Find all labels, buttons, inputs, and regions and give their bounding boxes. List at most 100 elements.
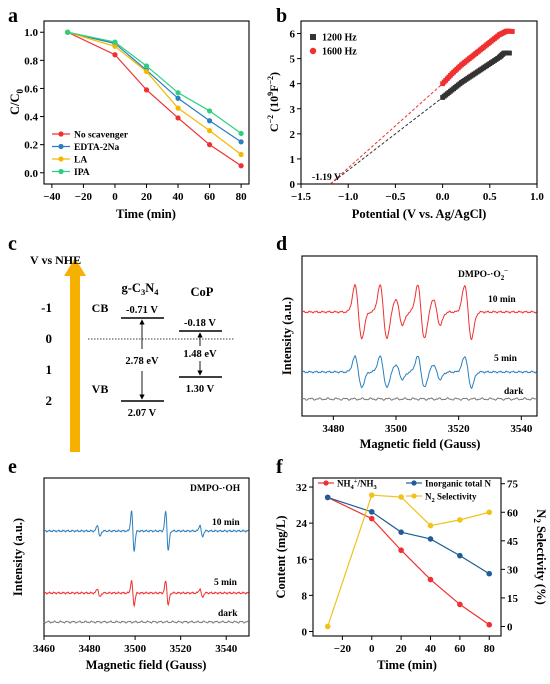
- chart-a-xtick-label: −40: [43, 191, 61, 203]
- chart-f-point: [427, 536, 434, 542]
- chart-a-ytick-label: 1.0: [24, 27, 38, 39]
- chart-f-y2tick-label: 45: [507, 536, 519, 548]
- chart-a-xtick-label: 0: [112, 191, 118, 203]
- chart-f-point: [398, 494, 404, 500]
- chart-e-xtick-label: 3460: [33, 643, 56, 655]
- vb-label: VB: [92, 382, 109, 396]
- chart-f-point: [324, 494, 331, 501]
- panel-label-a: a: [8, 5, 18, 27]
- chart-e-label-10min: 10 min: [212, 518, 240, 528]
- chart-f-legend-marker: [323, 480, 329, 486]
- chart-f-ylabel: Content (mg/L): [274, 516, 288, 599]
- chart-b-legend: 1200 Hz 1600 Hz: [309, 33, 357, 58]
- chart-d-xtick-label: 3480: [322, 423, 345, 435]
- chart-d: 3480 3500 3520 3540 Magnetic field (Gauss) …: [280, 255, 538, 451]
- chart-b-xtick-label: 0.5: [483, 191, 497, 203]
- chart-b-ytick-label: 4: [290, 79, 296, 91]
- chart-b-legend-label: 1600 Hz: [322, 47, 357, 58]
- chart-e-series-5min: [43, 579, 249, 608]
- chart-a-legend-marker: [58, 131, 64, 137]
- chart-b-point: [507, 50, 512, 56]
- chart-b-legend-label: 1200 Hz: [322, 33, 357, 44]
- chart-f-ytick-label: 32: [296, 482, 308, 494]
- panel-label-d: d: [276, 233, 287, 255]
- chart-a-point: [65, 29, 71, 35]
- chart-e: 3460 3480 3500 3520 3540 Magnetic field (Gau…: [11, 477, 250, 672]
- cop-cb-value: -0.18 V: [184, 318, 216, 329]
- chart-b-point: [509, 29, 515, 34]
- chart-a-point: [238, 130, 244, 137]
- chart-f-point: [486, 621, 493, 628]
- chart-a-point: [238, 163, 244, 169]
- chart-f-ylabel-right: N2 Selectivity (%): [532, 509, 548, 604]
- chart-f-series-line: [327, 496, 490, 575]
- chart-a-legend: No scavenger EDTA-2Na LA IPA: [52, 131, 129, 178]
- chart-b-ytick-label: 2: [290, 129, 296, 141]
- band-tick-1: 1: [46, 362, 53, 377]
- chart-a-legend-marker: [58, 168, 64, 175]
- chart-f-ytick-label: 8: [302, 590, 308, 602]
- chart-f-point: [457, 552, 463, 559]
- chart-b-xtick-label: −0.5: [385, 191, 406, 203]
- chart-f-xtick-label: −20: [334, 643, 352, 655]
- chart-f-point: [368, 492, 375, 498]
- chart-f-y2tick-label: 75: [507, 479, 519, 491]
- chart-d-xtick-label: 3540: [510, 423, 533, 435]
- chart-f-y2tick-label: 60: [507, 507, 519, 519]
- chart-a-ytick-label: 0.6: [24, 83, 38, 95]
- chart-f-y2tick-label: 30: [507, 564, 519, 576]
- chart-d-series-5min: [301, 355, 537, 389]
- chart-d-xtick-label: 3500: [385, 423, 408, 435]
- chart-d-frame: [301, 255, 538, 417]
- chart-f-point: [457, 601, 463, 608]
- chart-f-legend-label: Inorganic total N: [425, 479, 491, 489]
- band-tick-2: 2: [46, 393, 53, 408]
- band-diagram: V vs NHE -1 0 1 2 g-C3N4 CoP CB VB -0.71…: [30, 253, 235, 452]
- chart-b-xlabel: Potential (V vs. Ag/AgCl): [352, 207, 487, 221]
- chart-b-xtick-label: 0.0: [436, 191, 450, 203]
- chart-f-xtick-label: 60: [454, 643, 466, 655]
- chart-a-series-line: [67, 31, 242, 155]
- chart-b-xtick-label: 1.0: [530, 191, 544, 203]
- chart-a-ylabel: C/C0: [8, 88, 25, 115]
- panel-label-b: b: [276, 5, 287, 27]
- chart-d-series-dark: [301, 397, 537, 401]
- chart-f-series-line: [327, 494, 490, 627]
- chart-d-title: DMPO-·O2−: [458, 267, 508, 282]
- chart-b-frame: [300, 20, 538, 185]
- chart-a-point: [112, 52, 118, 58]
- chart-e-xtick-label: 3520: [170, 643, 193, 655]
- chart-a-point: [206, 128, 213, 134]
- chart-a-point: [175, 105, 181, 111]
- potential-arrow: [64, 258, 86, 452]
- band-axis-title: V vs NHE: [30, 253, 81, 267]
- chart-f-xlabel: Time (min): [377, 658, 437, 672]
- chart-e-xtick-label: 3540: [215, 643, 238, 655]
- chart-f-frame: [312, 477, 502, 637]
- chart-b-ytick-label: 3: [290, 104, 296, 116]
- chart-f-point: [368, 515, 375, 522]
- chart-e-title: DMPO-·OH: [190, 484, 241, 494]
- chart-a-point: [143, 87, 150, 93]
- chart-a-series-line: [67, 31, 242, 167]
- gcn-gap-value: 2.78 eV: [125, 356, 159, 367]
- chart-e-xtick-label: 3500: [124, 643, 147, 655]
- chart-a-point: [238, 151, 244, 158]
- cop-vb-value: 1.30 V: [186, 384, 215, 395]
- chart-f-legend-marker: [411, 493, 417, 499]
- chart-a-xlabel: Time (min): [116, 207, 176, 221]
- chart-b-ytick-label: 6: [290, 29, 296, 41]
- chart-f-point: [427, 576, 434, 583]
- chart-a-ytick-label: 0.8: [24, 55, 38, 67]
- chart-f-y2tick-label: 0: [507, 621, 513, 633]
- chart-f-xtick-label: 20: [396, 643, 408, 655]
- chart-a: −40 −20 0 20 40 60 80 0.0 0.2 0.4 0.6 0.8 1.0 Time (…: [8, 20, 250, 221]
- chart-f-ytick-label: 24: [296, 518, 308, 530]
- chart-a-point: [143, 68, 150, 75]
- chart-e-series-dark: [43, 620, 249, 624]
- chart-b-extrapolation: [329, 97, 443, 185]
- chart-a-ytick-label: 0.0: [24, 168, 38, 180]
- chart-a-series-line: [67, 31, 242, 143]
- chart-e-frame: [43, 477, 250, 637]
